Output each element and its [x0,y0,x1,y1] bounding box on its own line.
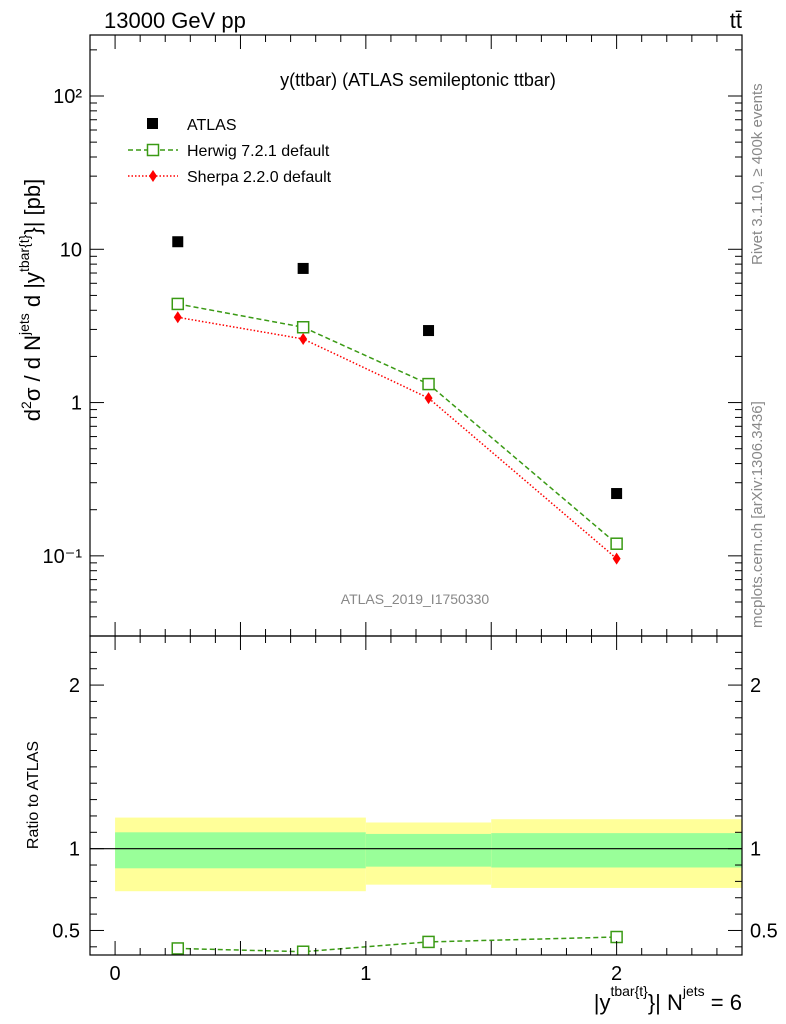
ratio-y-tick-label-right: 2 [750,675,761,697]
ratio-plot-panel: 0 1 2 0.5 0.5 1 1 2 2 [52,635,778,985]
herwig-data-point [422,377,435,391]
herwig-line [177,303,618,545]
ratio-y-tick-label-left: 0.5 [52,920,80,942]
ratio-herwig-point [171,942,185,955]
process-label: tt̄ [730,8,742,33]
legend-atlas-label: ATLAS [187,117,237,134]
ratio-herwig-point [296,945,310,955]
main-y-tick-label: 10⁻¹ [43,546,83,568]
main-title: y(ttbar) (ATLAS semileptonic ttbar) [280,70,556,90]
ratio-y-tick-label-left: 2 [69,675,80,697]
legend: ATLAS Herwig 7.2.1 default Sherpa 2.2.0 … [128,117,332,186]
atlas-data-point [611,488,623,500]
herwig-data-point [171,297,185,311]
sherpa-data-point [612,552,621,565]
sherpa-data-point [299,332,308,345]
ratio-xlabel: |ytbar{t}}| Njets = 6 [594,983,742,1015]
sherpa-data-point [173,311,182,324]
ratio-herwig-point [610,930,623,944]
ratio-frame [89,635,743,956]
ratio-x-tick-label: 2 [611,963,622,985]
main-y-tick-label: 10² [53,86,82,108]
ratio-band-inner [491,833,742,868]
ratio-y-tick-label-left: 1 [69,839,80,861]
main-y-tick-label: 1 [71,393,82,415]
legend-sherpa-label: Sherpa 2.2.0 default [187,169,332,186]
sherpa-line [177,316,618,560]
ratio-herwig-group [171,930,623,955]
rivet-version-label: Rivet 3.1.10, ≥ 400k events [749,83,766,265]
main-ylabel: d2σ / d Njets d |ytbar{t}}| [pb] [16,179,45,421]
source-label: mcplots.cern.ch [arXiv:1306.3436] [749,401,766,628]
sherpa-data-point [424,392,433,405]
ratio-ylabel: Ratio to ATLAS [25,741,42,849]
atlas-data-point [423,325,435,337]
ratio-y-tick-label-right: 0.5 [750,920,778,942]
legend-herwig-marker [146,143,160,157]
watermark: ATLAS_2019_I1750330 [341,591,490,607]
ratio-y-tick-label-right: 1 [750,839,761,861]
energy-label: 13000 GeV pp [104,8,246,33]
ratio-x-tick-label: 0 [110,963,121,985]
main-y-tick-label: 10 [60,239,82,261]
ratio-herwig-point [422,935,435,949]
herwig-data-point [610,537,623,550]
legend-herwig-label: Herwig 7.2.1 default [187,143,330,160]
ratio-herwig-line [177,936,617,953]
herwig-data-point [296,320,310,334]
ratio-band-inner [115,832,366,869]
atlas-data-point [172,236,184,248]
legend-sherpa-marker [149,170,157,182]
ratio-band-inner [365,833,492,867]
legend-atlas-marker [147,118,158,129]
atlas-data-point [297,262,309,274]
ratio-x-tick-label: 1 [360,963,371,985]
